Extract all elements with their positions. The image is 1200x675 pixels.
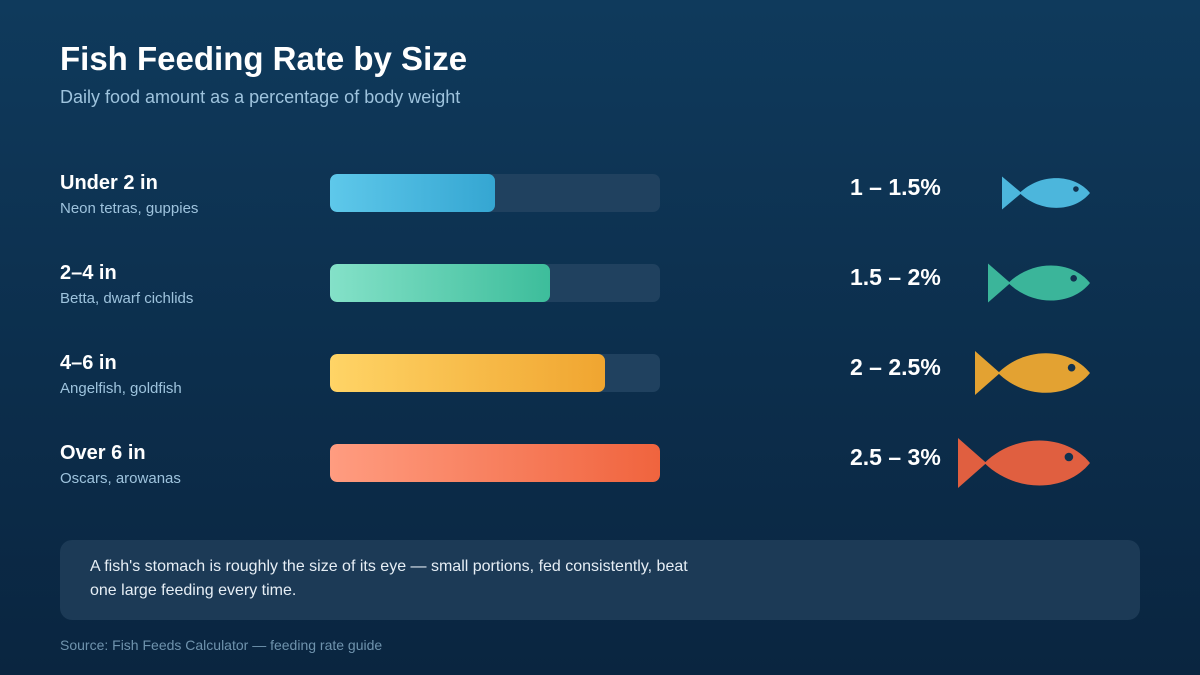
fish-icon <box>988 263 1090 303</box>
bar-track <box>330 174 660 212</box>
source-text: Source: Fish Feeds Calculator — feeding … <box>60 637 383 653</box>
category-examples: Betta, dwarf cichlids <box>60 290 194 307</box>
bar-track <box>330 264 660 302</box>
fish-body <box>1008 265 1090 301</box>
fish-icon <box>958 438 1090 488</box>
fish-icon <box>1002 176 1090 210</box>
fish-body <box>998 353 1090 393</box>
fish-eye <box>1073 186 1079 192</box>
fish-eye <box>1067 363 1076 372</box>
chart-title: Fish Feeding Rate by Size <box>60 40 468 77</box>
bar-track <box>330 354 660 392</box>
bar-row: Over 6 in Oscars, arowanas 2.5 – 3% <box>0 438 1200 498</box>
bar <box>330 264 550 302</box>
fish-tail <box>975 351 1000 395</box>
value-label: 1.5 – 2% <box>850 264 941 290</box>
category-label: 2–4 in <box>60 262 117 284</box>
fish-eye <box>1064 452 1074 462</box>
bar <box>330 174 495 212</box>
fish-icon <box>975 351 1090 395</box>
category-label: Over 6 in <box>60 442 146 464</box>
bar-row: Under 2 in Neon tetras, guppies 1 – 1.5% <box>0 168 1200 228</box>
bar-row: 4–6 in Angelfish, goldfish 2 – 2.5% <box>0 348 1200 408</box>
bar <box>330 354 605 392</box>
note-text: A fish's stomach is roughly the size of … <box>90 558 688 599</box>
note-box: A fish's stomach is roughly the size of … <box>60 540 1140 620</box>
fish-tail <box>958 438 987 488</box>
category-examples: Oscars, arowanas <box>60 470 181 487</box>
category-examples: Angelfish, goldfish <box>60 380 182 397</box>
bar-track <box>330 444 660 482</box>
chart-subtitle: Daily food amount as a percentage of bod… <box>60 87 461 107</box>
fish-tail <box>1002 176 1022 210</box>
value-label: 2.5 – 3% <box>850 444 941 470</box>
fish-eye <box>1070 275 1077 282</box>
category-label: 4–6 in <box>60 352 117 374</box>
category-examples: Neon tetras, guppies <box>60 200 199 217</box>
fish-body <box>984 440 1090 486</box>
category-label: Under 2 in <box>60 172 158 194</box>
fish-tail <box>988 263 1011 303</box>
fish-body <box>1019 178 1090 208</box>
bar-row: 2–4 in Betta, dwarf cichlids 1.5 – 2% <box>0 258 1200 318</box>
bar <box>330 444 660 482</box>
value-label: 2 – 2.5% <box>850 354 941 380</box>
value-label: 1 – 1.5% <box>850 174 941 200</box>
